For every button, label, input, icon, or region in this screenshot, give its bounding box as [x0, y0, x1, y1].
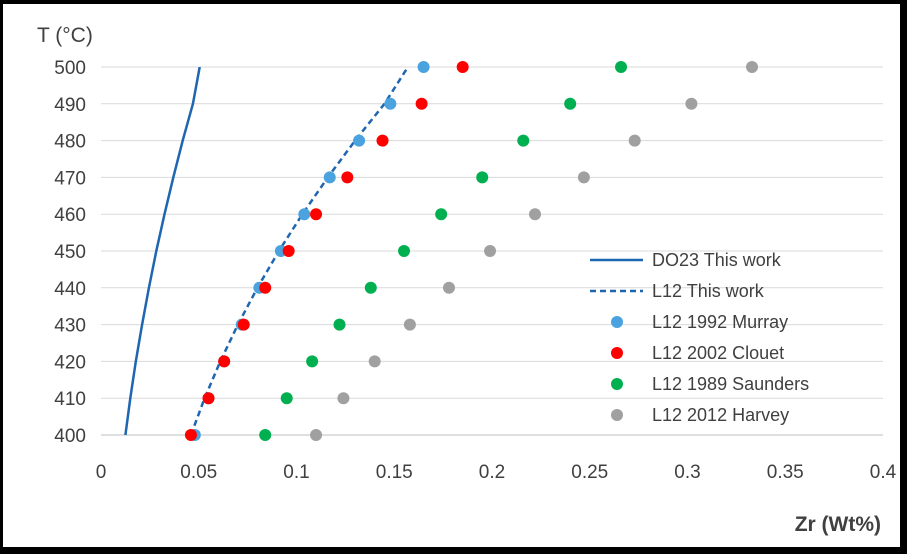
x-tick-label: 0.35 [767, 462, 804, 483]
x-tick-label: 0 [96, 462, 107, 483]
legend-item: L12 2012 Harvey [611, 405, 789, 425]
legend-label: L12 2012 Harvey [652, 405, 789, 425]
data-point [403, 318, 416, 331]
data-point [628, 134, 641, 147]
data-point [218, 355, 231, 368]
y-tick-label: 500 [54, 58, 86, 79]
data-point [476, 171, 489, 184]
data-point [529, 208, 542, 221]
data-point [415, 97, 428, 110]
y-tick-label: 400 [54, 426, 86, 447]
data-point [259, 429, 272, 441]
data-point [517, 134, 530, 147]
series-line [124, 67, 201, 436]
data-point [564, 97, 577, 110]
data-point [417, 61, 430, 73]
data-point [202, 392, 215, 405]
data-point [280, 392, 293, 405]
chart-svg: 400 410 420 430 440 450 460 470 480 490 500 0 0.05 0.… [37, 24, 897, 536]
legend-label: DO23 This work [652, 250, 782, 270]
x-tick-label: 0.1 [283, 462, 309, 483]
data-point [384, 97, 397, 110]
data-point [484, 245, 497, 257]
legend-marker-swatch [611, 316, 623, 328]
x-axis-title: Zr (Wt%) [795, 513, 881, 536]
data-point [746, 61, 759, 73]
y-tick-label: 490 [54, 95, 86, 116]
legend-item: DO23 This work [590, 250, 782, 270]
legend-item: L12 This work [590, 281, 765, 301]
y-tick-label: 440 [54, 279, 86, 300]
y-tick-label: 450 [54, 242, 86, 263]
series-0 [124, 67, 201, 436]
data-point [259, 281, 272, 294]
x-tick-label: 0.25 [571, 462, 608, 483]
x-tick-label: 0.15 [376, 462, 413, 483]
series [124, 61, 759, 441]
legend-item: L12 1992 Murray [611, 312, 788, 332]
data-point [456, 61, 469, 73]
x-tick-label: 0.4 [870, 462, 897, 483]
data-point [282, 245, 295, 257]
legend-marker-swatch [611, 347, 623, 359]
legend-marker-swatch [611, 378, 623, 390]
y-tick-label: 480 [54, 132, 86, 153]
series-4 [259, 61, 628, 441]
series-3 [184, 61, 469, 441]
data-point [333, 318, 346, 331]
legend-marker-swatch [611, 409, 623, 421]
y-axis-title: T (°C) [37, 24, 93, 47]
data-point [376, 134, 389, 147]
y-tick-label: 470 [54, 168, 86, 189]
data-point [306, 355, 319, 368]
x-tick-label: 0.2 [479, 462, 505, 483]
data-point [353, 134, 366, 147]
data-point [310, 429, 323, 441]
data-point [298, 208, 311, 221]
x-tick-label: 0.05 [180, 462, 217, 483]
data-point [435, 208, 448, 221]
data-point [341, 171, 354, 184]
data-point [323, 171, 336, 184]
data-point [442, 281, 455, 294]
data-point [398, 245, 411, 257]
legend: DO23 This work L12 This work L12 1992 Murr… [590, 250, 809, 425]
data-point [615, 61, 628, 73]
data-point [685, 97, 698, 110]
legend-label: L12 1992 Murray [652, 312, 788, 332]
legend-label: L12 This work [652, 281, 765, 301]
data-point [577, 171, 590, 184]
legend-item: L12 2002 Clouet [611, 343, 784, 363]
data-point [237, 318, 250, 331]
x-tick-label: 0.3 [674, 462, 700, 483]
series-5 [310, 61, 759, 441]
y-tick-label: 460 [54, 205, 86, 226]
y-tick-label: 410 [54, 389, 86, 410]
legend-label: L12 2002 Clouet [652, 343, 784, 363]
y-tick-label: 420 [54, 352, 86, 373]
data-point [184, 429, 197, 441]
data-point [368, 355, 381, 368]
legend-label: L12 1989 Saunders [652, 374, 809, 394]
chart-frame: 400 410 420 430 440 450 460 470 480 490 500 0 0.05 0.… [3, 4, 900, 547]
axes: 400 410 420 430 440 450 460 470 480 490 500 0 0.05 0.… [54, 58, 896, 483]
data-point [337, 392, 350, 405]
legend-item: L12 1989 Saunders [611, 374, 809, 394]
data-point [310, 208, 323, 221]
y-tick-label: 430 [54, 316, 86, 337]
data-point [364, 281, 377, 294]
